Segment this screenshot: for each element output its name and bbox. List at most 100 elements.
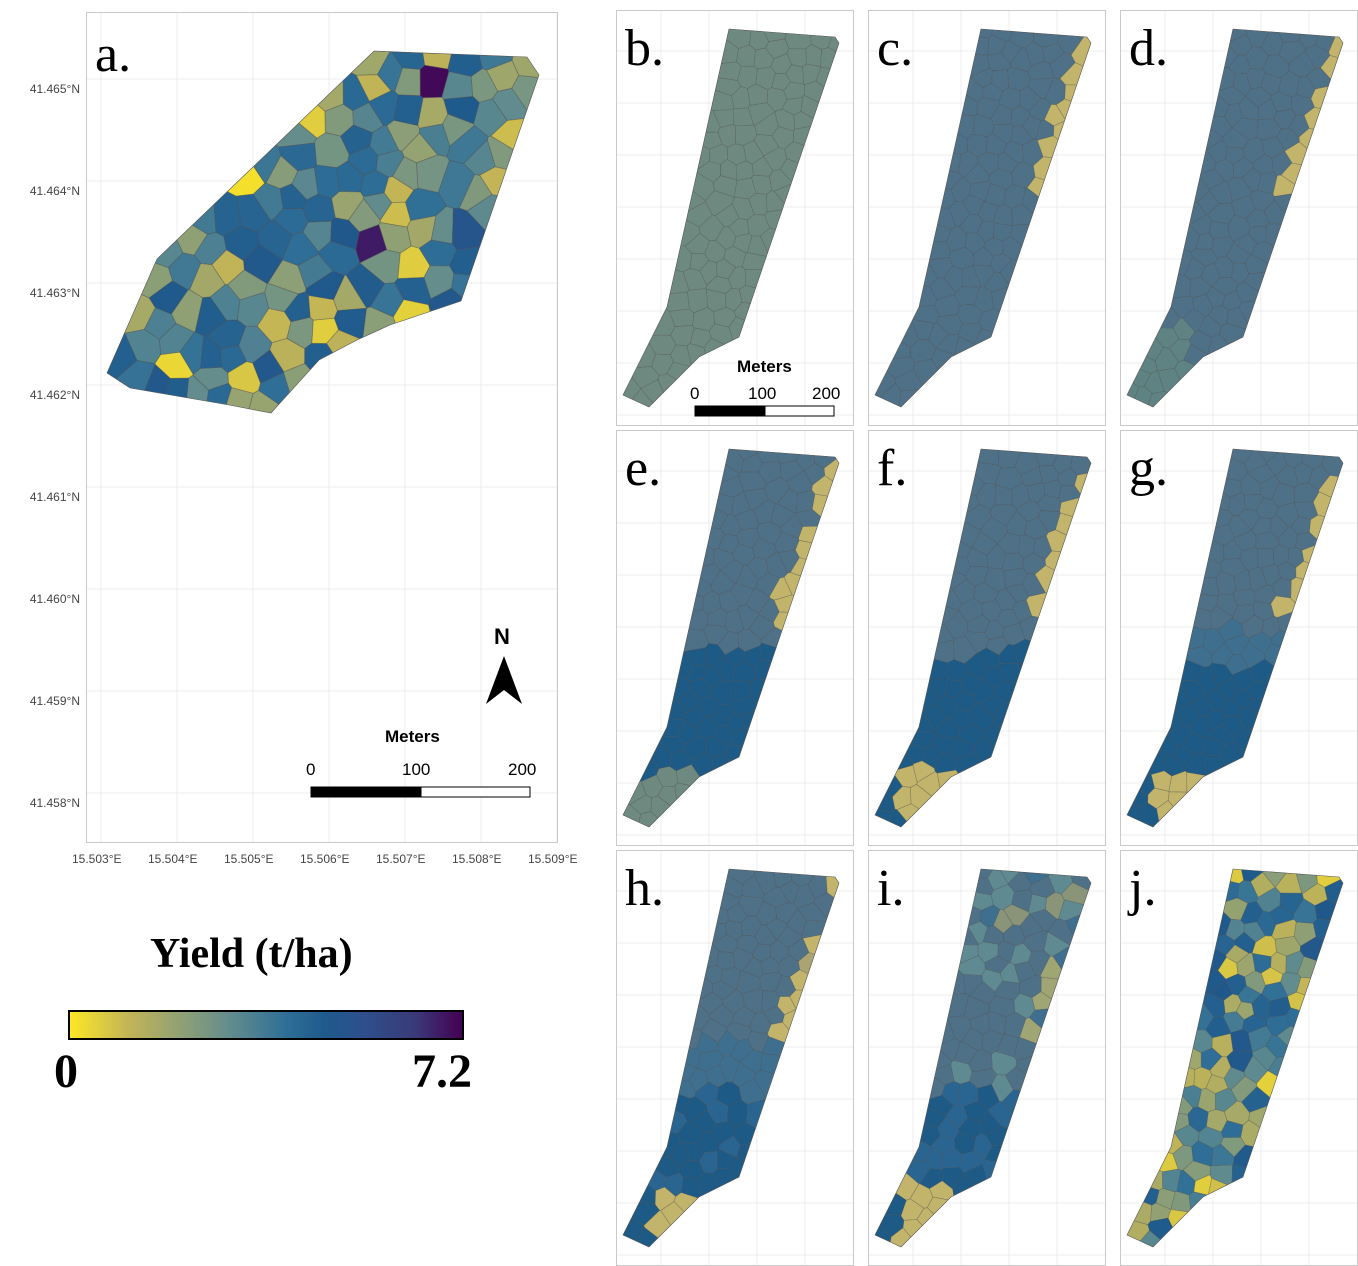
field-boundary	[622, 448, 840, 828]
panel-f: f.	[868, 430, 1106, 846]
yield-cell	[732, 1005, 756, 1028]
yield-cell	[1127, 716, 1179, 757]
lon-tick-label: 15.506°E	[300, 852, 350, 866]
yield-cell	[1290, 515, 1311, 535]
yield-cell	[1173, 746, 1197, 772]
yield-cell	[733, 177, 757, 200]
yield-cell	[1127, 577, 1220, 597]
yield-cell	[875, 563, 963, 611]
yield-cell	[1000, 40, 1022, 65]
yield-cell	[1053, 119, 1091, 172]
yield-cell	[352, 102, 384, 133]
yield-cell	[355, 224, 388, 264]
yield-cell	[1243, 449, 1268, 473]
yield-cell	[623, 1074, 691, 1115]
yield-cell	[716, 951, 736, 971]
yield-cell	[1294, 462, 1314, 485]
yield-cell	[731, 727, 839, 792]
yield-cell	[983, 723, 1091, 827]
yield-cell	[680, 1177, 702, 1200]
yield-cell	[993, 909, 1014, 934]
yield-cell	[1127, 604, 1207, 654]
panel-c: c.	[868, 10, 1106, 426]
yield-cell	[1127, 1173, 1160, 1206]
yield-cell	[875, 501, 972, 561]
yield-cell	[875, 287, 920, 348]
yield-cell	[724, 743, 839, 827]
yield-cell	[994, 680, 1080, 704]
yield-cell	[746, 1098, 839, 1166]
yield-cell	[995, 869, 1025, 885]
yield-cell	[162, 51, 282, 184]
scalebar-a	[310, 786, 531, 798]
yield-cell	[650, 795, 700, 827]
yield-cell	[1251, 1045, 1277, 1071]
yield-cell	[1271, 151, 1293, 176]
lon-tick-label: 15.507°E	[376, 852, 426, 866]
yield-cell	[756, 449, 779, 463]
yield-cell	[965, 565, 990, 587]
yield-cell	[473, 98, 508, 138]
yield-cell	[264, 282, 299, 313]
yield-cell	[1308, 514, 1343, 554]
yield-cell	[984, 1145, 1091, 1191]
yield-cell	[1157, 1029, 1213, 1054]
legend-min: 0	[54, 1045, 78, 1098]
yield-cell	[793, 123, 839, 166]
yield-cell	[1058, 484, 1083, 503]
map-a	[87, 13, 557, 842]
yield-cell	[736, 1139, 839, 1206]
field-boundary	[874, 868, 1092, 1248]
yield-cell	[1188, 715, 1212, 739]
scalebar-b-100: 100	[748, 384, 777, 403]
yield-cell	[1127, 955, 1227, 996]
yield-cell	[430, 205, 454, 245]
yield-cell	[1260, 72, 1282, 96]
lat-tick-label: 41.465°N	[29, 82, 80, 96]
yield-cell	[1150, 1202, 1172, 1222]
yield-cell	[786, 470, 813, 494]
yield-cell	[187, 51, 326, 139]
yield-cell	[447, 51, 483, 77]
yield-cell	[1207, 333, 1308, 407]
yield-cell	[1010, 47, 1032, 73]
yield-cell	[1052, 944, 1091, 1002]
yield-cell	[686, 663, 709, 682]
scalebar-a-title: Meters	[385, 727, 440, 746]
yield-cell	[931, 347, 999, 407]
yield-cell	[945, 1103, 968, 1130]
yield-cell	[227, 361, 261, 394]
yield-cell	[875, 691, 934, 732]
yield-cell	[623, 1037, 698, 1081]
yield-cell	[948, 708, 972, 731]
yield-cell	[1236, 879, 1259, 904]
yield-cell	[1233, 727, 1343, 827]
yield-cell	[1271, 577, 1292, 599]
yield-cell	[1269, 514, 1289, 539]
yield-cell	[744, 645, 763, 669]
yield-cell	[931, 734, 957, 755]
yield-cell	[795, 509, 832, 527]
yield-cell	[1127, 138, 1217, 176]
yield-cell	[1226, 242, 1252, 264]
yield-cell	[1301, 883, 1328, 906]
yield-cell	[1034, 564, 1091, 619]
yield-cell	[1170, 1190, 1192, 1213]
yield-cell	[945, 225, 967, 252]
yield-cell	[1015, 1049, 1091, 1117]
yield-cell	[463, 139, 496, 176]
north-arrow-icon	[486, 656, 522, 704]
yield-cell	[1011, 889, 1033, 913]
yield-cell	[179, 331, 204, 375]
yield-cell	[789, 969, 839, 992]
yield-cell	[1127, 1186, 1153, 1225]
yield-cell	[748, 614, 775, 640]
map-e	[617, 431, 853, 845]
yield-cell	[955, 753, 1043, 827]
yield-cell	[1127, 796, 1143, 827]
yield-cell	[754, 924, 778, 946]
panel-label-i: i.	[877, 860, 905, 917]
lon-tick-label: 15.503°E	[72, 852, 122, 866]
yield-cell	[747, 83, 769, 106]
yield-cell	[1241, 167, 1262, 193]
